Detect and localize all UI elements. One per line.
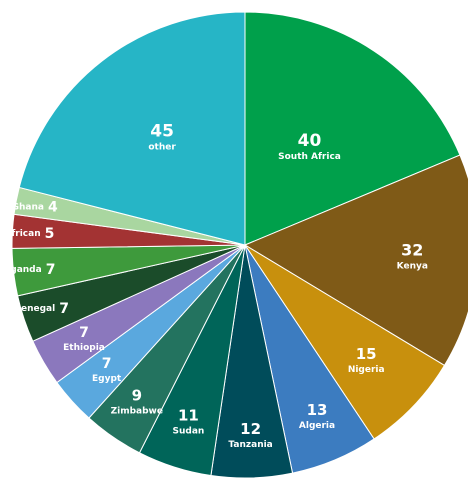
- data-label-value: 7: [102, 356, 112, 372]
- data-label-category: Nigeria: [348, 365, 385, 375]
- data-label-category: Zimbabwe: [111, 407, 163, 417]
- data-label-value: 9: [132, 387, 142, 405]
- data-label-category: other: [148, 142, 176, 152]
- data-label-value: 5: [45, 226, 55, 242]
- pie-slice-kenya: [243, 154, 468, 367]
- slices-layer: [11, 11, 468, 479]
- data-label-value: 13: [307, 401, 328, 419]
- slice-label-uganda: 7 Uganda: [3, 262, 55, 278]
- pie-slice-nigeria: [244, 244, 446, 440]
- data-label-category: Tanzania: [228, 440, 272, 450]
- slice-label-ghana: 4 Ghana: [12, 200, 58, 216]
- slice-label-ethiopia: 7 Ethiopia: [63, 325, 105, 353]
- data-label-category: Sudan: [172, 427, 204, 437]
- data-label-category: Egypt: [92, 374, 122, 384]
- data-label-value: 45: [150, 121, 174, 141]
- pie-slice-south-africa: [244, 11, 461, 246]
- data-label-value: 32: [401, 240, 423, 259]
- data-label-category: Senegal: [14, 304, 55, 314]
- slice-label-senegal: 7 Senegal: [14, 301, 68, 317]
- slice-label-nigeria: 15 Nigeria: [348, 345, 385, 375]
- slice-label-algeria: 13 Algeria: [299, 401, 335, 431]
- data-label-category: pan-African: [0, 229, 41, 239]
- slice-label-kenya: 32 Kenya: [397, 240, 428, 271]
- slice-label-sudan: 11 Sudan: [172, 407, 204, 437]
- pie-slice-other: [18, 11, 246, 246]
- data-label-category: Kenya: [397, 261, 428, 271]
- data-label-category: Uganda: [3, 265, 42, 275]
- data-label-category: Ghana: [12, 203, 44, 213]
- data-label-value: 15: [356, 345, 377, 363]
- data-label-value: 7: [79, 325, 89, 341]
- data-label-value: 4: [48, 200, 58, 216]
- data-label-value: 11: [178, 407, 199, 425]
- slice-label-tanzania: 12 Tanzania: [228, 420, 272, 450]
- data-label-value: 40: [298, 131, 322, 151]
- data-label-category: Ethiopia: [63, 343, 105, 353]
- data-label-category: South Africa: [278, 152, 341, 162]
- data-label-value: 7: [59, 301, 69, 317]
- data-label-value: 12: [240, 420, 261, 438]
- data-label-value: 7: [46, 262, 56, 278]
- slice-label-zimbabwe: 9 Zimbabwe: [111, 387, 163, 417]
- slice-label-egypt: 7 Egypt: [92, 356, 122, 384]
- slice-label-pan-african: 5 pan-African: [0, 226, 54, 242]
- data-label-category: Algeria: [299, 421, 335, 431]
